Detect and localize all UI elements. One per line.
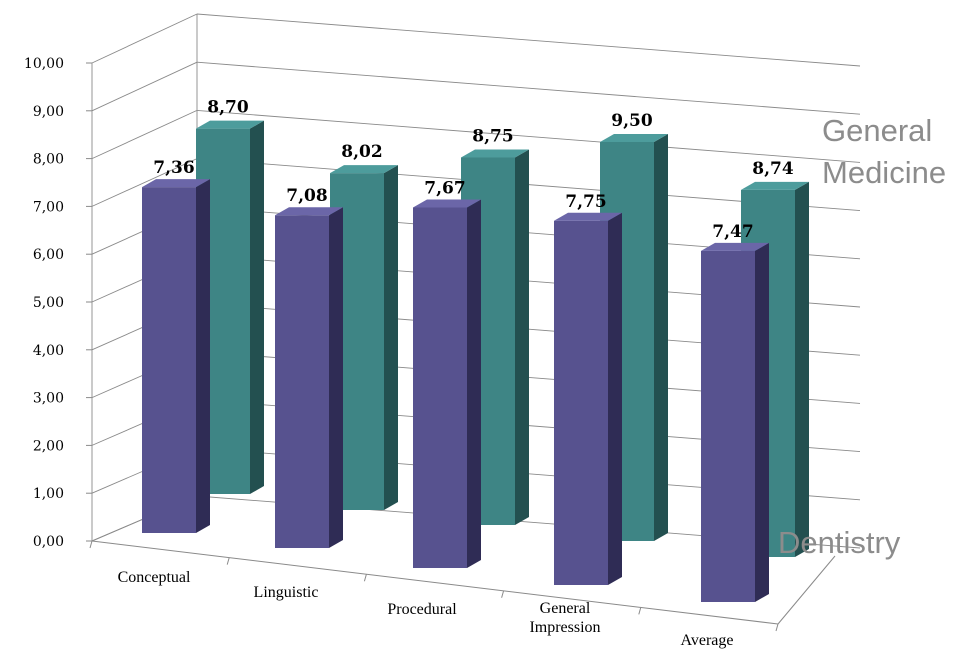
gridline-side (91, 109, 198, 160)
x-category-label: General Impression (529, 600, 600, 636)
x-category-label: Linguistic (254, 584, 319, 601)
y-tick-label: 9,00 (33, 104, 64, 120)
y-tick-label: 4,00 (33, 343, 64, 359)
x-tick-mark (638, 607, 642, 615)
y-tick-label: 1,00 (33, 486, 64, 502)
bar-top-face (275, 207, 343, 216)
bar-side-face (795, 181, 809, 558)
data-label-general-medicine: 8,02 (341, 142, 382, 162)
x-tick-mark (775, 623, 779, 632)
axis-layer: 0,00 1,00 2,00 3,00 4,00 5,00 6,00 7,00 8,00 9,00… (24, 56, 836, 632)
series-label-general-medicine: General Medicine (822, 113, 946, 190)
data-label-general-medicine: 8,74 (752, 159, 794, 179)
bar-front-face (554, 220, 608, 585)
bar-general-medicine (330, 165, 398, 510)
data-label-dentistry: 7,75 (565, 192, 606, 212)
bar-side-face (608, 212, 622, 585)
gridline-side (91, 61, 198, 112)
x-tick-mark (363, 574, 367, 582)
gridline-back (196, 109, 861, 163)
bar-front-face (330, 173, 384, 510)
data-label-dentistry: 7,36 (153, 158, 194, 178)
bar-dentistry (701, 242, 769, 602)
bar-front-face (701, 250, 755, 602)
label-layer: Conceptual Linguistic Procedural General Imp… (118, 98, 947, 649)
data-label-general-medicine: 9,50 (611, 111, 653, 131)
bar-top-face (741, 181, 809, 190)
x-tick-mark (501, 590, 505, 598)
data-label-dentistry: 7,47 (712, 222, 753, 242)
bar-side-face (384, 165, 398, 510)
bar-side-face (654, 134, 668, 541)
series-label-dentistry: Dentistry (778, 525, 901, 560)
x-category-label: Conceptual (118, 569, 191, 586)
y-tick-label: 6,00 (33, 247, 64, 263)
y-tick-label: 8,00 (33, 152, 64, 168)
front-series-layer (142, 179, 769, 602)
gridline-back (196, 13, 861, 67)
bar-dentistry (142, 179, 210, 533)
data-label-dentistry: 7,67 (424, 179, 465, 199)
x-category-label: Procedural (387, 601, 457, 618)
bar-top-face (701, 242, 769, 251)
y-tick-label: 2,00 (33, 438, 64, 454)
bar-front-face (413, 207, 467, 568)
gridline-back (196, 61, 861, 115)
bar-side-face (329, 207, 343, 549)
gridline-side (91, 13, 198, 64)
bar-side-face (515, 149, 529, 525)
bar-front-face (275, 215, 329, 549)
bar-top-face (413, 199, 481, 208)
bar-top-face (330, 165, 398, 174)
y-tick-label: 3,00 (33, 391, 64, 407)
depth-axis-line (777, 555, 836, 625)
y-tick-label: 7,00 (33, 199, 64, 215)
bar-side-face (196, 179, 210, 533)
bar-top-face (554, 212, 622, 221)
bar-side-face (755, 242, 769, 602)
x-tick-mark (89, 540, 93, 549)
bar-front-face (142, 187, 196, 533)
y-tick-label: 5,00 (33, 295, 64, 311)
bar-top-face (461, 149, 529, 158)
bar-dentistry (275, 207, 343, 549)
gridline-side (91, 158, 198, 207)
bar-top-face (600, 134, 668, 142)
bar-side-face (250, 120, 264, 494)
x-category-label: Average (681, 632, 734, 649)
bar-side-face (467, 199, 481, 568)
bar-top-face (142, 179, 210, 188)
category-axis-line (91, 540, 779, 625)
y-tick-label: 0,00 (33, 534, 64, 550)
bar-top-face (196, 120, 264, 129)
data-label-general-medicine: 8,75 (472, 127, 513, 147)
data-label-dentistry: 7,08 (286, 186, 327, 206)
data-label-general-medicine: 8,70 (207, 98, 249, 118)
x-tick-mark (226, 557, 230, 565)
bar-dentistry (413, 199, 481, 568)
bar-dentistry (554, 212, 622, 585)
y-tick-label: 10,00 (24, 56, 64, 72)
